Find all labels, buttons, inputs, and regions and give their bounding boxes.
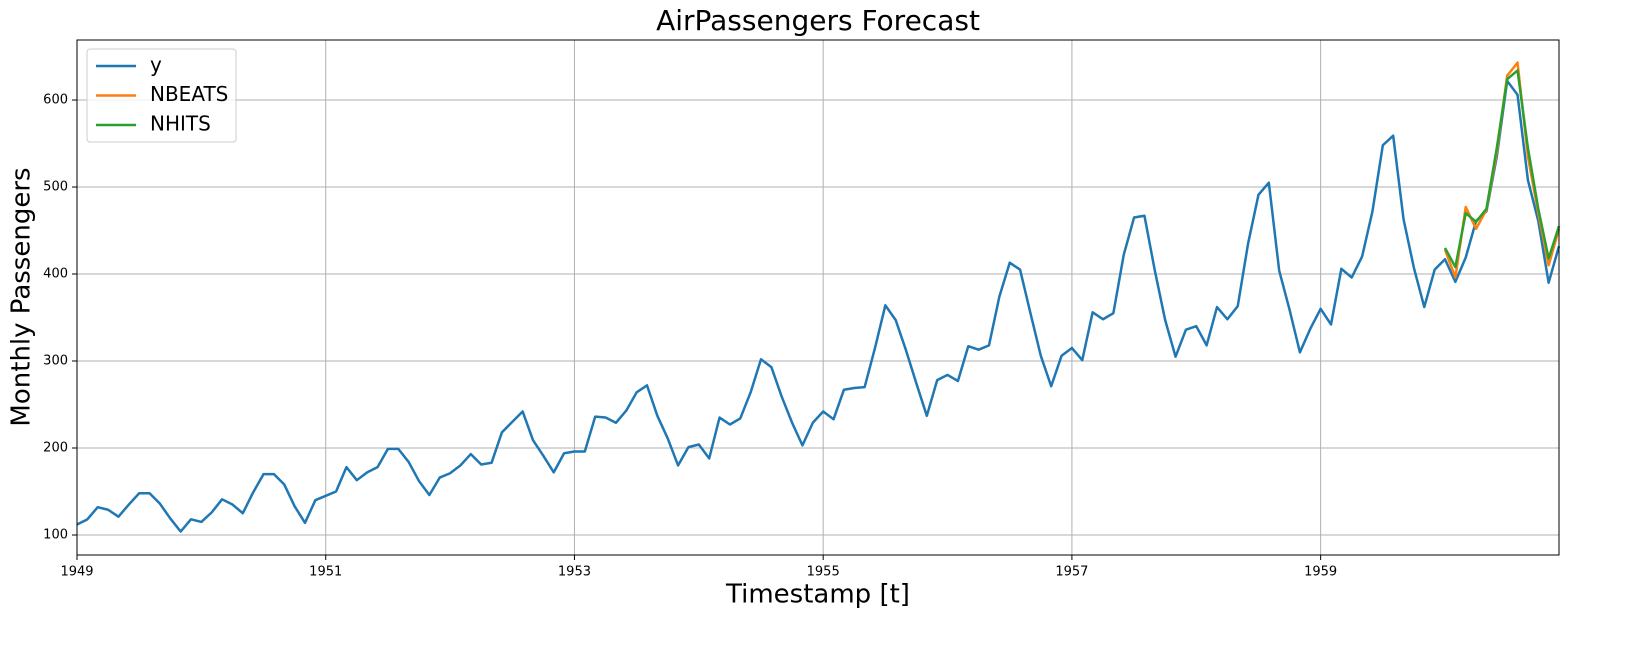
y-tick-label: 500 — [43, 180, 68, 195]
y-axis-label: Monthly Passengers — [7, 167, 37, 426]
x-tick-label: 1949 — [60, 565, 93, 580]
legend-label: NHITS — [150, 112, 211, 136]
series-line — [76, 79, 1561, 533]
y-tick-label: 200 — [43, 440, 68, 455]
x-tick-label: 1957 — [1055, 565, 1088, 580]
x-tick-label: 1959 — [1304, 565, 1337, 580]
plot-frame — [76, 39, 1560, 556]
legend-label: y — [150, 53, 162, 77]
x-tick-label: 1953 — [558, 565, 591, 580]
x-tick-label: 1951 — [309, 565, 342, 580]
x-axis-label: Timestamp [t] — [725, 580, 910, 610]
y-tick-label: 400 — [43, 267, 68, 282]
legend-label: NBEATS — [150, 82, 228, 106]
legend-box — [86, 48, 237, 143]
y-tick-label: 600 — [43, 93, 68, 108]
y-tick-label: 300 — [43, 354, 68, 369]
x-tick-label: 1955 — [807, 565, 840, 580]
y-tick-label: 100 — [43, 527, 68, 542]
series-line — [1443, 69, 1561, 269]
chart-title: AirPassengers Forecast — [656, 4, 980, 37]
